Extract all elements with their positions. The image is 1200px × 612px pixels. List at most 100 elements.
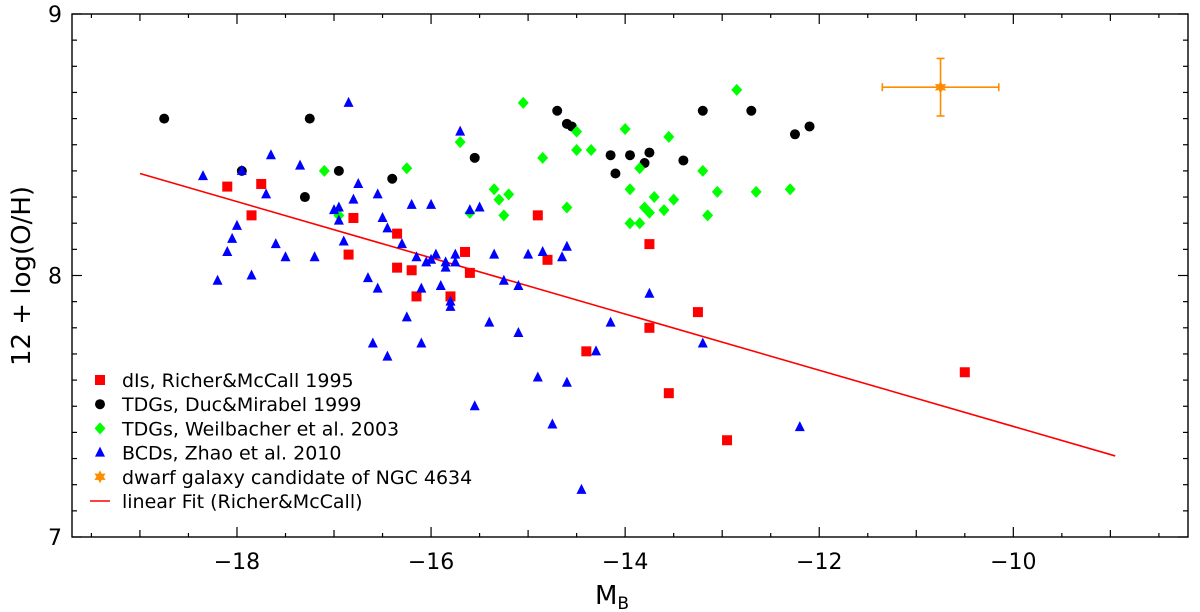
data-point [804,121,815,132]
data-point [697,164,709,177]
data-point [537,245,548,256]
data-point [222,181,233,192]
legend-marker [94,470,106,484]
data-point [697,105,708,116]
x-tick-label: −12 [796,550,842,575]
data-point [348,193,359,204]
data-point [557,251,568,262]
data-point [474,201,485,212]
data-point [513,279,524,290]
data-point [784,183,796,196]
legend-marker [95,446,105,457]
series-triangle [198,96,805,494]
data-point [280,251,291,262]
data-point [489,248,500,259]
x-tick-label: −18 [214,550,260,575]
x-axis-title: MB [595,581,629,612]
data-point [333,165,344,176]
data-point [445,295,456,306]
data-point [552,105,563,116]
data-point [411,251,422,262]
data-point [678,155,689,166]
data-point [455,125,466,136]
data-point [469,400,480,411]
data-point [392,262,403,273]
data-point [348,212,359,223]
axes: −18 −16 −14 −12 −10 7 8 9 [48,3,1189,575]
data-point [789,129,800,140]
data-point [561,201,573,214]
data-point [605,316,616,327]
data-point [460,246,471,257]
data-point [159,113,170,124]
series-diamond [318,83,796,230]
data-point [576,483,587,494]
x-tick-label: −10 [990,550,1036,575]
data-point [668,193,680,206]
data-point [610,168,621,179]
data-point [416,282,427,293]
data-point [658,204,670,217]
data-point [523,248,534,259]
legend-entry: dIs, Richer&McCall 1995 [95,370,354,392]
data-point [382,350,393,361]
data-point [236,164,247,175]
data-point [256,178,267,189]
data-point [663,130,675,143]
legend-label: dIs, Richer&McCall 1995 [122,370,354,392]
data-point [605,150,616,161]
data-point [750,185,762,198]
series-circle [159,105,815,203]
data-point [392,228,403,239]
data-point [401,311,412,322]
legend-marker [95,375,105,385]
data-point [270,238,281,249]
data-point [663,388,674,399]
data-point [634,217,646,230]
legend-entry: linear Fit (Richer&McCall) [90,491,363,513]
data-point [644,322,655,333]
data-point [644,239,655,250]
data-point [377,211,388,222]
data-point [299,192,310,203]
data-point [454,136,466,149]
y-tick-label: 7 [48,526,62,551]
data-point [731,83,743,96]
y-tick-label: 9 [48,3,62,28]
data-point [309,251,320,262]
data-point [227,232,238,243]
data-point [416,337,427,348]
plot-area [72,14,1188,537]
data-point [484,316,495,327]
data-point [343,249,354,260]
data-point [222,245,233,256]
data-point [265,149,276,160]
data-point [396,238,407,249]
chart-marks [139,57,1116,494]
legend-label: dwarf galaxy candidate of NGC 4634 [122,467,472,489]
data-point [246,269,257,280]
data-point [571,125,583,138]
data-point [493,193,505,206]
data-point [469,152,480,163]
data-point [372,188,383,199]
data-point [318,164,330,177]
data-point [435,279,446,290]
data-point [643,206,655,219]
data-point [498,209,510,222]
series-square [222,178,970,446]
data-point [198,170,209,181]
data-point [692,307,703,318]
data-point [343,96,354,107]
data-point [231,219,242,230]
legend-label: linear Fit (Richer&McCall) [122,491,363,513]
data-point [406,198,417,209]
data-point [542,254,553,265]
data-point [532,210,543,221]
legend-marker [95,399,105,410]
data-point [304,113,315,124]
legend-entry: BCDs, Zhao et al. 2010 [95,443,341,465]
data-point [934,80,947,94]
